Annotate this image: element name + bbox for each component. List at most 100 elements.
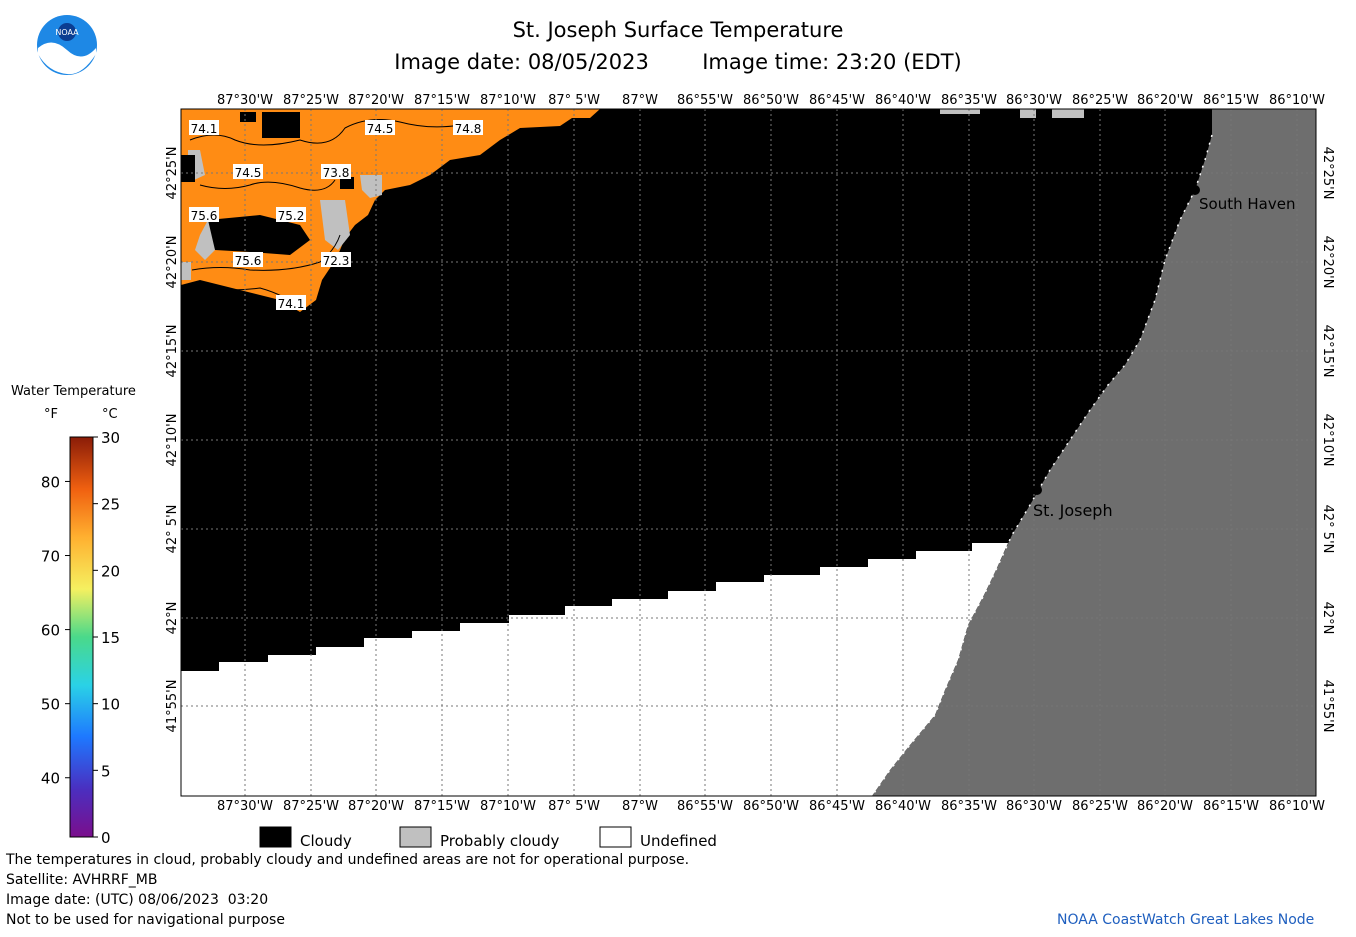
longitude-tick-label: 86°25'W <box>1072 93 1128 108</box>
longitude-tick-label: 86°30'W <box>1006 93 1062 108</box>
latitude-tick-label: 42°15'N <box>165 325 180 378</box>
temperature-label: 75.6 <box>191 209 218 223</box>
temperature-label: 74.8 <box>455 122 482 136</box>
undefined-region <box>181 543 1008 796</box>
longitude-tick-label: 87°20'W <box>348 799 404 814</box>
legend-swatch-probably-cloudy <box>399 826 432 848</box>
longitude-tick-label: 87°25'W <box>283 93 339 108</box>
latitude-tick-label: 42°N <box>165 602 180 635</box>
colorbar-f-label: 40 <box>41 770 60 788</box>
temperature-label-box <box>276 207 306 222</box>
latitude-ticks-left: 42°25'N 42°20'N 42°15'N 42°10'N 42° 5'N 42°N 4… <box>165 147 180 733</box>
colorbar-c-label: 15 <box>101 629 120 647</box>
image-time-label: Image time: 23:20 (EDT) <box>702 50 962 74</box>
temperature-label: 75.6 <box>235 254 262 268</box>
probably-cloudy-patch <box>1052 109 1084 118</box>
map-border <box>180 108 1317 797</box>
longitude-tick-label: 87°25'W <box>283 799 339 814</box>
cloud-hole <box>181 155 195 182</box>
longitude-tick-label: 86°15'W <box>1203 799 1259 814</box>
longitude-tick-label: 86°10'W <box>1269 799 1325 814</box>
cloud-hole <box>181 262 191 280</box>
temperature-label-box <box>321 164 351 179</box>
legend-swatch-cloudy <box>259 826 292 848</box>
legend-label-undefined: Undefined <box>640 832 717 850</box>
colorbar-c-label: 5 <box>101 762 111 780</box>
city-label-st-joseph: St. Joseph <box>1033 501 1113 520</box>
longitude-tick-label: 87°30'W <box>217 799 273 814</box>
latitude-tick-label: 42°20'N <box>165 236 180 289</box>
cloud-hole <box>195 220 215 260</box>
longitude-tick-label: 86°35'W <box>941 799 997 814</box>
temperature-label-box <box>233 252 263 267</box>
latitude-tick-label: 41°55'N <box>1320 680 1335 733</box>
longitude-tick-label: 86°50'W <box>743 93 799 108</box>
temperature-label-box <box>321 252 351 267</box>
longitude-ticks-bottom: 87°30'W 87°25'W 87°20'W 87°15'W 87°10'W 87° 5… <box>217 799 1325 814</box>
latitude-ticks-right: 42°25'N 42°20'N 42°15'N 42°10'N 42° 5'N 42°N 4… <box>1320 147 1335 733</box>
longitude-tick-label: 86°15'W <box>1203 93 1259 108</box>
graticule <box>181 109 1316 796</box>
longitude-tick-label: 87°15'W <box>414 799 470 814</box>
longitude-tick-label: 86°55'W <box>677 93 733 108</box>
latitude-tick-label: 41°55'N <box>165 680 180 733</box>
city-marker-st-joseph <box>1032 485 1042 495</box>
longitude-ticks-top: 87°30'W 87°25'W 87°20'W 87°15'W 87°10'W 87° 5… <box>217 93 1325 108</box>
shoreline <box>871 134 1213 797</box>
longitude-tick-label: 86°35'W <box>941 93 997 108</box>
temperature-label-box <box>365 120 395 135</box>
longitude-tick-label: 87° 5'W <box>548 799 600 814</box>
temperature-label: 73.8 <box>323 166 350 180</box>
city-marker-south-haven <box>1190 185 1200 195</box>
longitude-tick-label: 86°30'W <box>1006 799 1062 814</box>
temperature-label-box <box>276 295 306 310</box>
longitude-tick-label: 87°15'W <box>414 93 470 108</box>
latitude-tick-label: 42° 5'N <box>1320 505 1335 554</box>
noaa-logo: NOAA <box>37 15 97 75</box>
legend-swatch-undefined <box>599 826 632 848</box>
temperature-labels: 74.1 74.5 74.8 74.5 73.8 75.6 75.2 75.6 72.3 74.1 <box>189 120 483 311</box>
longitude-tick-label: 87°10'W <box>480 799 536 814</box>
colorbar-c-label: 20 <box>101 562 120 580</box>
colorbar <box>69 436 94 838</box>
colorbar-f-label: 50 <box>41 696 60 714</box>
temperature-label-box <box>453 120 483 135</box>
legend-label-cloudy: Cloudy <box>300 832 352 850</box>
temperature-label: 74.5 <box>367 122 394 136</box>
longitude-tick-label: 86°45'W <box>809 799 865 814</box>
latitude-tick-label: 42° 5'N <box>165 505 180 554</box>
cloud-hole <box>240 112 256 122</box>
legend-label-probably-cloudy: Probably cloudy <box>440 832 560 850</box>
city-label-south-haven: South Haven <box>1199 195 1295 213</box>
image-datetime: Image date: 08/05/2023 Image time: 23:20… <box>0 50 1356 74</box>
unit-celsius: °C <box>102 407 118 422</box>
page-title: St. Joseph Surface Temperature <box>512 18 844 42</box>
longitude-tick-label: 86°45'W <box>809 93 865 108</box>
latitude-tick-label: 42°10'N <box>1320 414 1335 467</box>
latitude-tick-label: 42°25'N <box>165 147 180 200</box>
longitude-tick-label: 87°10'W <box>480 93 536 108</box>
colorbar-f-label: 70 <box>41 548 60 566</box>
colorbar-f-ticks: 80 70 60 50 40 <box>41 473 70 788</box>
footer-navigation: Not to be used for navigational purpose <box>6 912 285 928</box>
image-date-label: Image date: 08/05/2023 <box>394 50 649 74</box>
temperature-label-box <box>233 164 263 179</box>
temperature-label-box <box>189 120 219 135</box>
isotherm-contour <box>189 119 461 146</box>
longitude-tick-label: 86°20'W <box>1137 93 1193 108</box>
footer-credit: NOAA CoastWatch Great Lakes Node <box>1057 912 1315 928</box>
colorbar-c-label: 10 <box>101 696 120 714</box>
cloud-hole <box>205 215 310 255</box>
longitude-tick-label: 87°20'W <box>348 93 404 108</box>
probably-cloudy-patch <box>1020 109 1036 118</box>
latitude-tick-label: 42°15'N <box>1320 325 1335 378</box>
cloud-hole <box>340 177 354 189</box>
longitude-tick-label: 87°W <box>622 93 658 108</box>
colorbar-c-label: 30 <box>101 429 120 447</box>
warm-water-region <box>181 109 600 312</box>
isotherm-contour <box>191 234 341 271</box>
latitude-tick-label: 42°20'N <box>1320 236 1335 289</box>
longitude-tick-label: 87°30'W <box>217 93 273 108</box>
colorbar-c-ticks: 30 25 20 15 10 5 0 <box>93 429 120 847</box>
